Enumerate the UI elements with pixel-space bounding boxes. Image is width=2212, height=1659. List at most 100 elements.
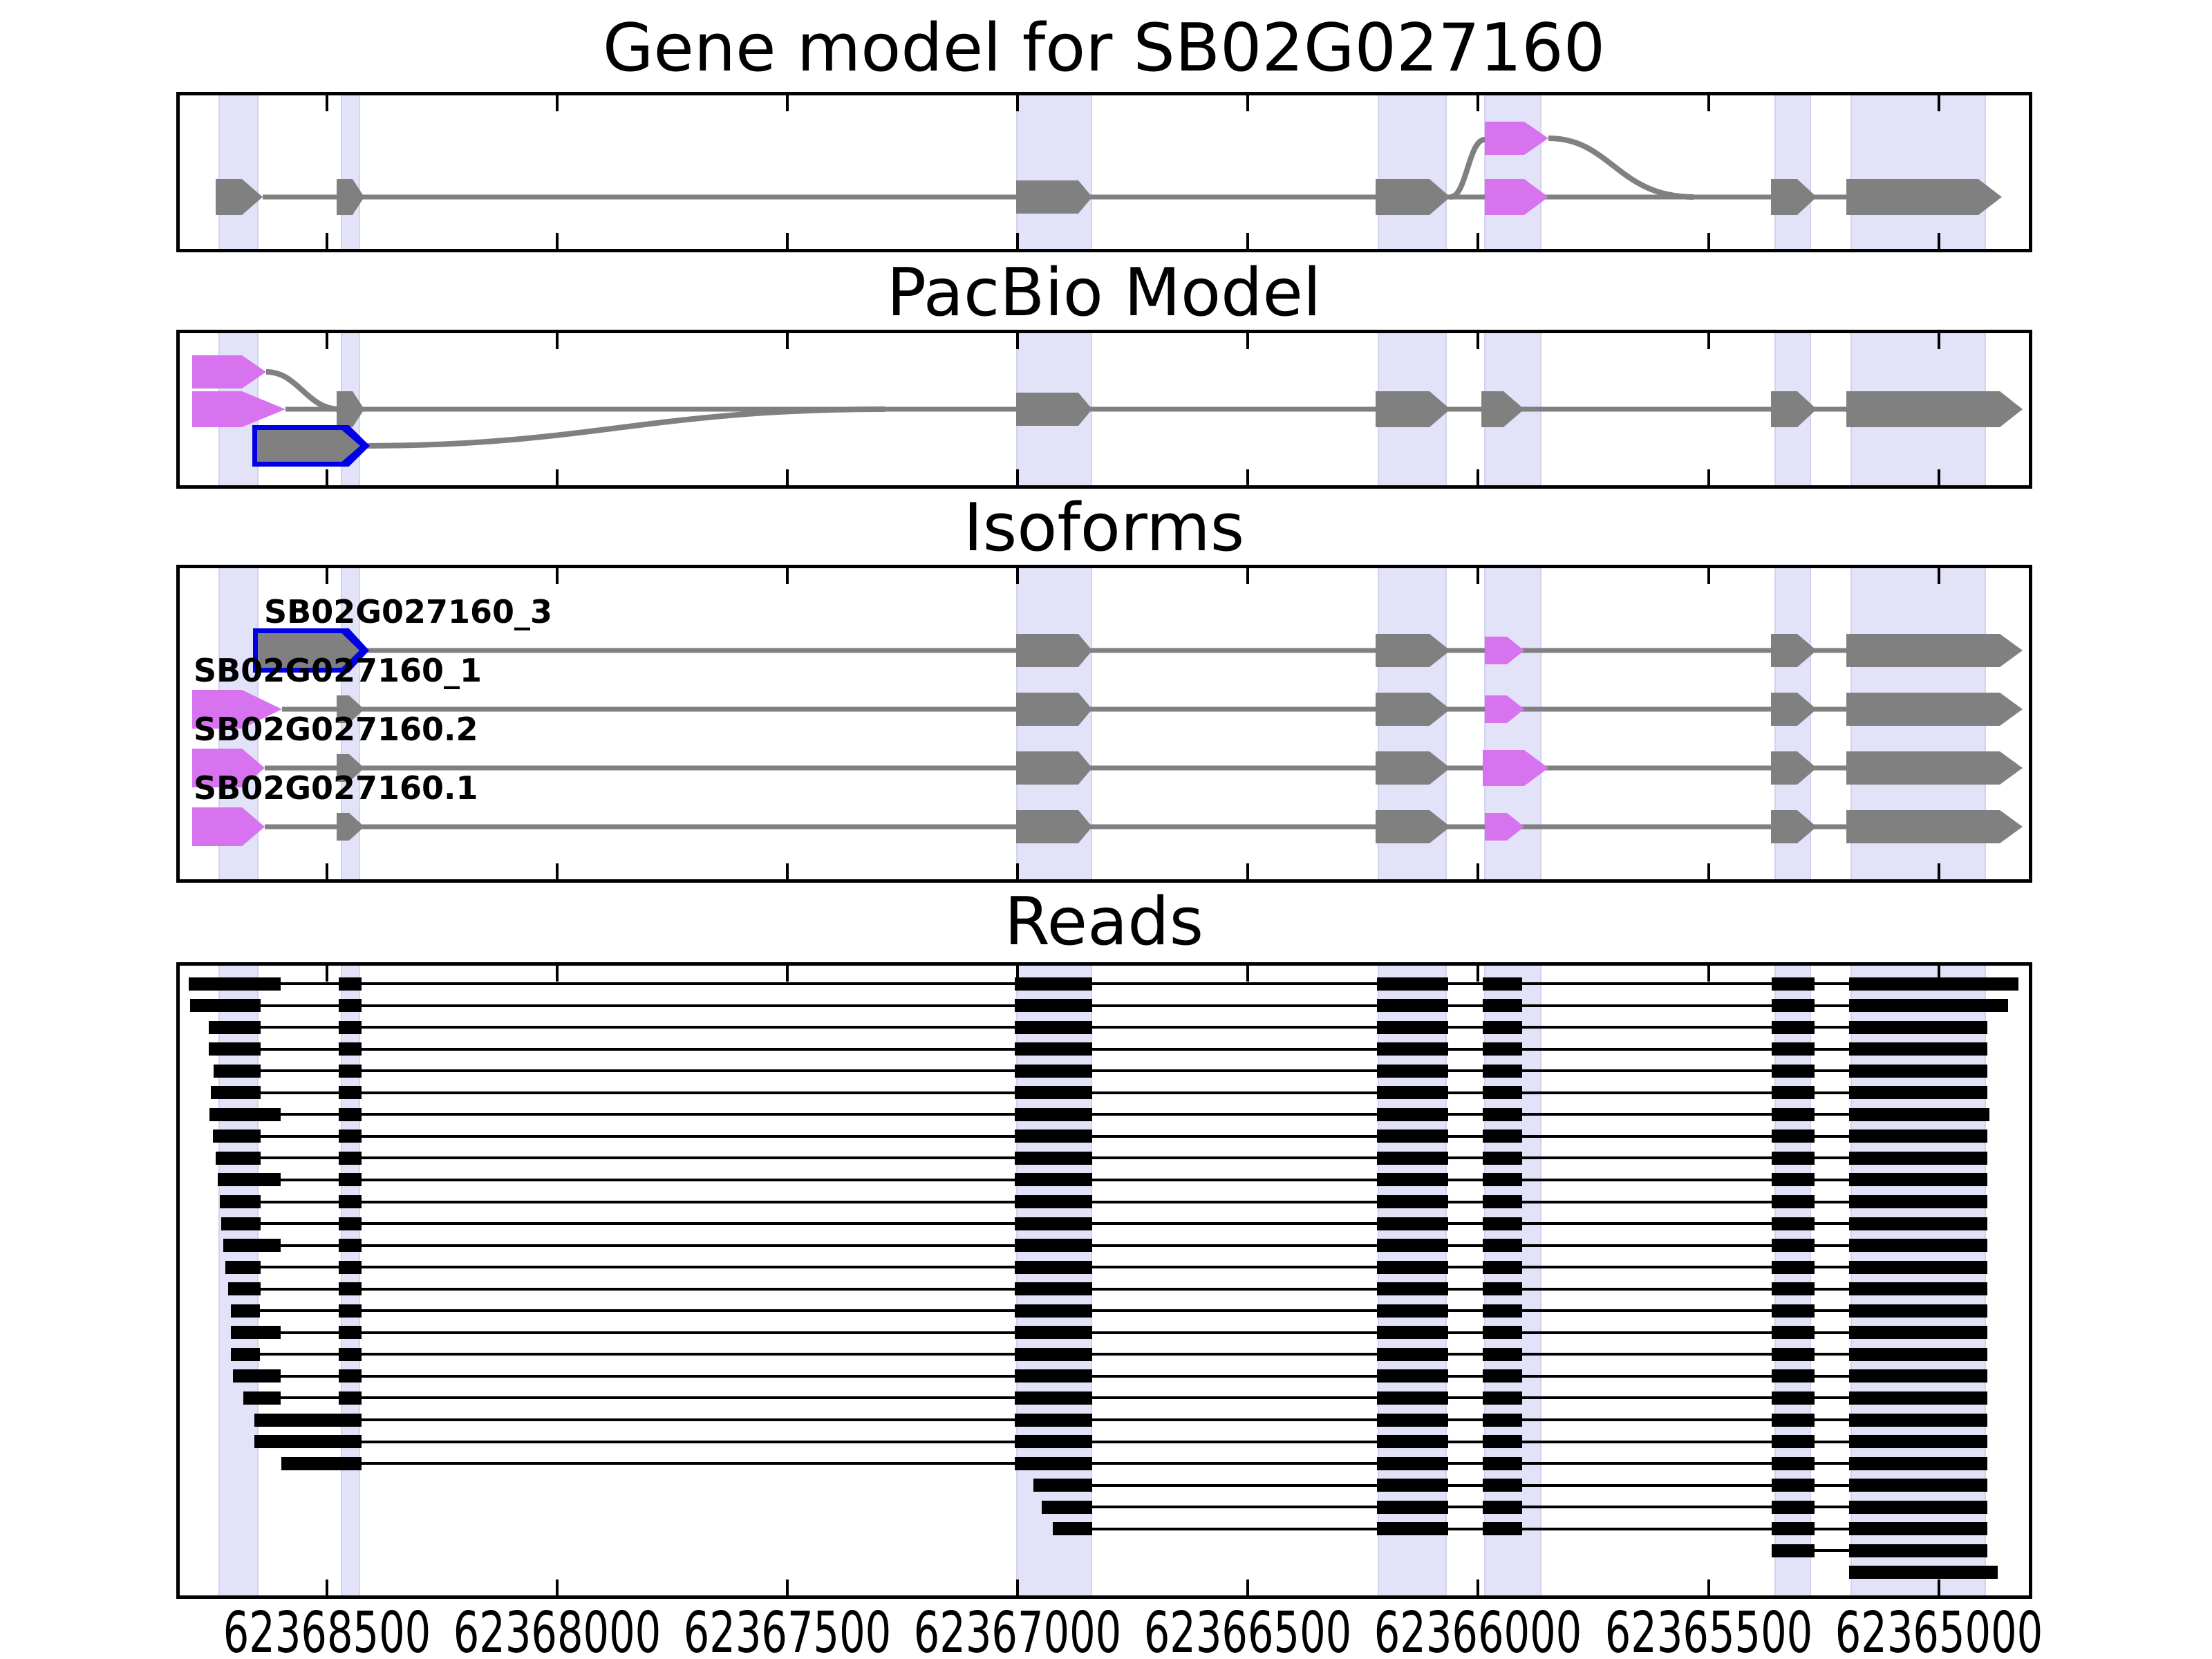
read-exon-block — [1015, 1020, 1092, 1034]
gene-model-title: Gene model for SB02G027160 — [602, 10, 1606, 86]
read-exon-block — [1377, 1413, 1448, 1427]
axis-tick — [1938, 95, 1940, 111]
read-exon-block — [1377, 1456, 1448, 1470]
read-exon-block — [1377, 1304, 1448, 1318]
axis-tick — [1477, 233, 1479, 249]
read-exon-block — [1483, 1479, 1522, 1492]
read-exon-block — [1849, 1239, 1987, 1253]
axis-tick — [1016, 469, 1019, 485]
axis-tick — [1707, 966, 1710, 982]
read-exon-block — [1015, 1130, 1092, 1143]
read-exon-block — [1772, 1413, 1815, 1427]
axis-tick — [786, 95, 789, 111]
isoform-label: SB02G027160_3 — [264, 593, 553, 630]
read-exon-block — [1377, 1217, 1448, 1230]
read-exon-block — [1772, 1391, 1815, 1405]
read-exon-block — [1483, 1020, 1522, 1034]
axis-tick — [1938, 568, 1940, 584]
highlight-stripe — [1850, 95, 1986, 249]
axis-tick — [1016, 568, 1019, 584]
read-exon-block — [339, 1020, 362, 1034]
read-exon-block — [1377, 1500, 1448, 1514]
read-exon-block — [1053, 1522, 1092, 1536]
read-exon-block — [1483, 1435, 1522, 1449]
read-exon-block — [1849, 1522, 1987, 1536]
axis-tick — [1707, 863, 1710, 879]
read-exon-block — [1849, 1042, 1987, 1056]
read-exon-block — [339, 1086, 362, 1100]
exon-shape — [1846, 693, 2023, 726]
axis-tick — [326, 568, 328, 584]
read-exon-block — [1015, 999, 1092, 1013]
read-exon-block — [1377, 1042, 1448, 1056]
read-exon-block — [1015, 1239, 1092, 1253]
axis-tick — [326, 966, 328, 982]
read-exon-block — [1377, 1282, 1448, 1296]
read-exon-block — [339, 1107, 362, 1121]
read-exon-block — [1483, 1391, 1522, 1405]
axis-tick — [556, 1580, 559, 1595]
read-exon-block — [339, 1304, 362, 1318]
read-exon-block — [1483, 1086, 1522, 1100]
read-exon-block — [1849, 1544, 1987, 1557]
axis-tick — [1246, 95, 1249, 111]
intron-curve — [1449, 137, 1486, 200]
read-exon-block — [339, 977, 362, 991]
read-exon-block — [1772, 1086, 1815, 1100]
read-exon-block — [1377, 1020, 1448, 1034]
read-exon-block — [1015, 1304, 1092, 1318]
read-exon-block — [1015, 1326, 1092, 1340]
read-exon-block — [1849, 1326, 1987, 1340]
read-exon-block — [189, 977, 281, 991]
read-exon-block — [1849, 1566, 1998, 1580]
read-row — [209, 1113, 1989, 1116]
read-exon-block — [1377, 1479, 1448, 1492]
read-exon-block — [190, 999, 261, 1013]
read-exon-block — [1015, 1435, 1092, 1449]
read-row — [214, 1069, 1987, 1073]
x-tick-label: 62366500 — [1143, 1600, 1352, 1659]
read-row — [209, 1047, 1987, 1051]
highlight-stripe — [1484, 95, 1541, 249]
read-exon-block — [1483, 1173, 1522, 1187]
axis-tick — [1938, 233, 1940, 249]
read-exon-block — [1377, 1130, 1448, 1143]
read-exon-block — [1849, 1456, 1987, 1470]
read-exon-block — [339, 1064, 362, 1078]
axis-tick — [556, 333, 559, 349]
read-exon-block — [1377, 1086, 1448, 1100]
intron-curve — [265, 369, 341, 412]
read-exon-block — [1483, 1260, 1522, 1274]
read-row — [209, 1026, 1987, 1029]
read-exon-block — [1849, 1391, 1987, 1405]
read-exon-block — [339, 1173, 362, 1187]
axis-tick — [1246, 863, 1249, 879]
exon-shape — [1016, 393, 1092, 426]
read-exon-block — [1849, 1064, 1987, 1078]
read-exon-block — [1483, 1347, 1522, 1361]
axis-tick — [786, 333, 789, 349]
read-exon-block — [1483, 1282, 1522, 1296]
read-exon-block — [339, 999, 362, 1013]
read-exon-block — [1772, 1173, 1815, 1187]
axis-tick — [1477, 469, 1479, 485]
read-exon-block — [1015, 1086, 1092, 1100]
read-exon-block — [1849, 999, 2008, 1013]
exon-shape — [258, 633, 359, 668]
read-exon-block — [1849, 1217, 1987, 1230]
axis-tick — [326, 233, 328, 249]
read-exon-block — [1483, 977, 1522, 991]
read-exon-block — [228, 1282, 261, 1296]
exon-shape — [1016, 693, 1092, 726]
read-row — [218, 1178, 1987, 1181]
read-exon-block — [1377, 1347, 1448, 1361]
read-exon-block — [339, 1042, 362, 1056]
read-exon-block — [1772, 1544, 1815, 1557]
read-exon-block — [1015, 1195, 1092, 1208]
read-row — [243, 1396, 1987, 1400]
x-tick-label: 62365500 — [1604, 1600, 1813, 1659]
axis-tick — [1246, 469, 1249, 485]
read-exon-block — [1772, 1456, 1815, 1470]
axis-tick — [1246, 966, 1249, 982]
read-exon-block — [209, 1042, 261, 1056]
